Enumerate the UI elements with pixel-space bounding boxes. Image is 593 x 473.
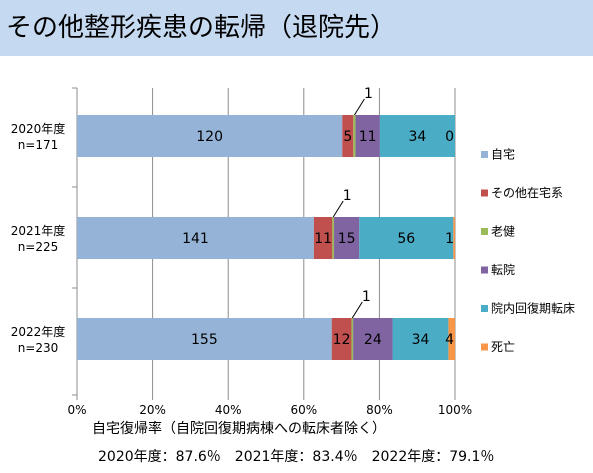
data-label: 0 — [445, 129, 454, 145]
legend-swatch — [481, 228, 488, 235]
category-label: 2021年度 — [11, 223, 66, 238]
data-label: 1 — [343, 188, 352, 204]
data-label-leader — [351, 301, 363, 319]
bar-segment — [353, 318, 393, 360]
data-label: 120 — [196, 129, 223, 145]
data-label: 4 — [445, 332, 454, 348]
bar-segment — [453, 217, 455, 259]
bar-segment — [353, 115, 356, 157]
category-sublabel: n=230 — [18, 341, 59, 355]
bar-segment — [392, 318, 449, 360]
data-label: 11 — [359, 129, 377, 145]
data-label: 34 — [409, 129, 427, 145]
data-label: 56 — [397, 231, 415, 247]
bar-segment — [77, 115, 343, 157]
data-label: 24 — [364, 332, 382, 348]
bar-segment — [313, 217, 333, 259]
bar-segment — [351, 318, 354, 360]
x-tick-label: 0% — [67, 403, 86, 417]
data-label: 11 — [314, 231, 332, 247]
x-tick-label: 80% — [366, 403, 393, 417]
x-tick-label: 60% — [290, 403, 317, 417]
page-title: その他整形疾患の転帰（退院先） — [6, 13, 397, 43]
title-band: その他整形疾患の転帰（退院先） — [0, 0, 593, 56]
data-label: 12 — [333, 332, 351, 348]
data-label: 141 — [182, 231, 209, 247]
bar-segment — [359, 217, 454, 259]
data-label: 34 — [412, 332, 430, 348]
category-label: 2020年度 — [11, 121, 66, 136]
bar-segment — [355, 115, 380, 157]
return-home-rate-footer: 2020年度：87.6％ 2021年度：83.4％ 2022年度：79.1％ — [98, 449, 495, 465]
legend-label: 自宅 — [491, 147, 515, 162]
data-label: 1 — [364, 86, 373, 102]
legend-swatch — [481, 266, 488, 274]
data-label: 15 — [338, 231, 356, 247]
data-label: 155 — [191, 332, 218, 348]
legend-swatch — [481, 343, 488, 351]
legend-label: 院内回復期転床 — [491, 301, 575, 316]
x-tick-label: 40% — [215, 403, 242, 417]
legend-label: 老健 — [491, 225, 515, 239]
x-tick-label: 100% — [438, 403, 472, 417]
data-label: 5 — [343, 129, 352, 145]
data-label-leader — [332, 200, 344, 218]
legend-swatch — [481, 151, 488, 158]
x-axis-label: 自宅復帰率（自院回復期病棟への転床者除く） — [92, 420, 386, 437]
category-sublabel: n=225 — [18, 240, 59, 254]
category-sublabel: n=171 — [18, 138, 59, 152]
bar-segment — [342, 115, 354, 157]
legend-label: 転院 — [491, 263, 515, 277]
data-label-leader — [353, 98, 365, 116]
data-label: 1 — [445, 231, 454, 247]
bar-segment — [334, 217, 360, 259]
bar-segment — [332, 217, 335, 259]
bar-segment — [77, 318, 332, 360]
bar-segment — [77, 217, 314, 259]
x-tick-label: 20% — [139, 403, 166, 417]
bar-segment — [331, 318, 352, 360]
category-label: 2022年度 — [11, 324, 66, 339]
bar-segment — [448, 318, 455, 360]
legend-swatch — [481, 305, 488, 312]
legend-swatch — [481, 189, 488, 197]
bar-segment — [379, 115, 455, 157]
legend-label: その他在宅系 — [491, 185, 563, 200]
legend-label: 死亡 — [491, 340, 515, 354]
data-label: 1 — [362, 289, 371, 305]
